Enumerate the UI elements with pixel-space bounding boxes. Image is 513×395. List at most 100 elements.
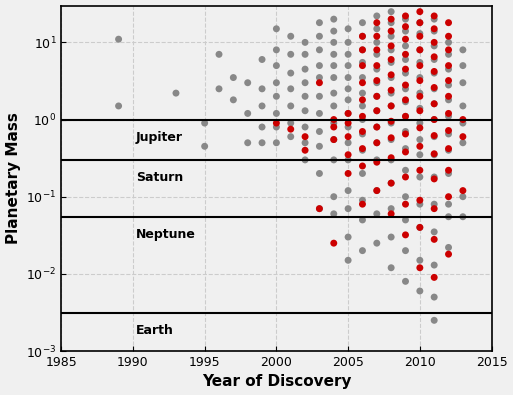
Point bbox=[416, 120, 424, 126]
Point bbox=[344, 97, 352, 103]
Point bbox=[387, 180, 395, 186]
Point bbox=[416, 74, 424, 81]
Point bbox=[344, 86, 352, 92]
Point bbox=[430, 56, 438, 63]
Point bbox=[430, 13, 438, 19]
Point bbox=[416, 93, 424, 100]
Point bbox=[272, 124, 281, 130]
Point bbox=[229, 97, 238, 103]
Point bbox=[359, 117, 367, 123]
Point bbox=[373, 47, 381, 53]
Point bbox=[444, 170, 452, 177]
Point bbox=[114, 103, 123, 109]
Point bbox=[359, 59, 367, 66]
Point bbox=[272, 79, 281, 86]
Point bbox=[416, 224, 424, 231]
Point bbox=[387, 157, 395, 163]
Point bbox=[444, 19, 452, 26]
Point bbox=[359, 113, 367, 120]
Point bbox=[387, 211, 395, 217]
Point bbox=[359, 248, 367, 254]
X-axis label: Year of Discovery: Year of Discovery bbox=[202, 374, 351, 389]
Point bbox=[315, 74, 324, 81]
Point bbox=[373, 139, 381, 146]
Point bbox=[359, 217, 367, 223]
Point bbox=[416, 33, 424, 40]
Point bbox=[387, 59, 395, 66]
Point bbox=[430, 43, 438, 49]
Point bbox=[244, 79, 252, 86]
Point bbox=[401, 16, 409, 22]
Point bbox=[459, 117, 467, 123]
Point bbox=[301, 93, 309, 100]
Point bbox=[416, 90, 424, 96]
Point bbox=[330, 16, 338, 22]
Point bbox=[430, 70, 438, 76]
Point bbox=[258, 139, 266, 146]
Point bbox=[387, 118, 395, 124]
Point bbox=[373, 188, 381, 194]
Point bbox=[287, 70, 295, 76]
Point bbox=[387, 103, 395, 109]
Point bbox=[344, 170, 352, 177]
Point bbox=[330, 39, 338, 45]
Point bbox=[416, 47, 424, 53]
Point bbox=[430, 28, 438, 34]
Point bbox=[359, 79, 367, 86]
Point bbox=[359, 19, 367, 26]
Point bbox=[430, 174, 438, 180]
Point bbox=[344, 74, 352, 81]
Point bbox=[387, 90, 395, 96]
Point bbox=[373, 19, 381, 26]
Point bbox=[301, 134, 309, 140]
Point bbox=[387, 154, 395, 161]
Text: Jupiter: Jupiter bbox=[136, 130, 183, 143]
Point bbox=[444, 82, 452, 88]
Point bbox=[430, 294, 438, 300]
Point bbox=[401, 51, 409, 58]
Point bbox=[444, 66, 452, 72]
Point bbox=[373, 77, 381, 84]
Text: Earth: Earth bbox=[136, 324, 174, 337]
Point bbox=[401, 278, 409, 284]
Point bbox=[359, 103, 367, 109]
Point bbox=[401, 194, 409, 200]
Point bbox=[373, 13, 381, 19]
Point bbox=[359, 97, 367, 103]
Point bbox=[430, 134, 438, 140]
Point bbox=[430, 274, 438, 280]
Point bbox=[401, 43, 409, 49]
Point bbox=[416, 257, 424, 263]
Point bbox=[416, 288, 424, 294]
Point bbox=[459, 120, 467, 126]
Point bbox=[387, 43, 395, 49]
Point bbox=[373, 139, 381, 146]
Point bbox=[444, 77, 452, 84]
Point bbox=[359, 170, 367, 177]
Point bbox=[315, 19, 324, 26]
Point bbox=[416, 224, 424, 231]
Point bbox=[430, 317, 438, 324]
Point bbox=[244, 110, 252, 117]
Point bbox=[459, 139, 467, 146]
Point bbox=[401, 56, 409, 63]
Point bbox=[444, 214, 452, 220]
Point bbox=[344, 39, 352, 45]
Point bbox=[401, 82, 409, 88]
Point bbox=[444, 194, 452, 200]
Point bbox=[359, 128, 367, 135]
Point bbox=[373, 93, 381, 100]
Point bbox=[272, 110, 281, 117]
Point bbox=[344, 62, 352, 69]
Point bbox=[387, 16, 395, 22]
Point bbox=[416, 19, 424, 26]
Point bbox=[373, 26, 381, 32]
Point bbox=[359, 33, 367, 40]
Point bbox=[287, 134, 295, 140]
Point bbox=[215, 86, 223, 92]
Point bbox=[444, 62, 452, 69]
Point bbox=[373, 107, 381, 114]
Point bbox=[430, 176, 438, 182]
Point bbox=[401, 232, 409, 238]
Point bbox=[373, 124, 381, 130]
